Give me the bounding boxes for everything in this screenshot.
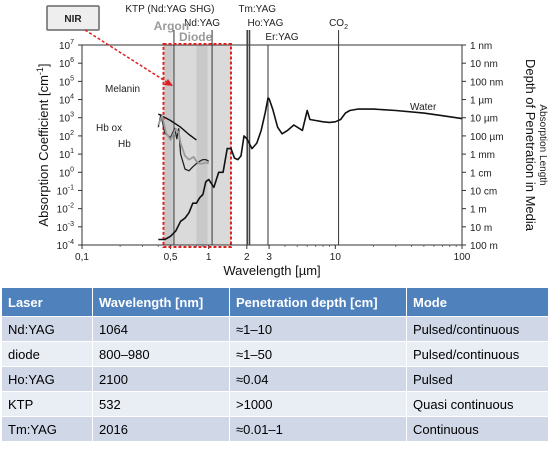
y-right-tick-label: 1 nm: [470, 41, 492, 52]
laser-label-tm-yag: Tm:YAG: [238, 4, 276, 15]
laser-label-ho-yag: Ho:YAG: [248, 18, 284, 29]
col-header-penetration: Penetration depth [cm]: [229, 287, 407, 317]
col-header-laser: Laser: [1, 287, 93, 317]
col-header-mode: Mode: [406, 287, 549, 317]
laser-table: Laser Wavelength [nm] Penetration depth …: [1, 287, 549, 442]
cell-laser: Tm:YAG: [1, 416, 93, 442]
col-header-wavelength: Wavelength [nm]: [92, 287, 230, 317]
table-row: diode 800–980 ≈1–50 Pulsed/continuous: [1, 341, 549, 367]
y-axis-label-right: Depth of Penetration in Media: [523, 59, 538, 232]
cell-mode: Pulsed/continuous: [406, 316, 549, 342]
y-left-tick-label: 102: [59, 130, 74, 143]
band-label-diode: Diode: [179, 30, 213, 44]
y-right-tick-label: 10 m: [470, 223, 492, 234]
y-right-tick-label: 100 nm: [470, 77, 503, 88]
laser-label-nd-yag: Nd:YAG: [184, 18, 220, 29]
y-left-tick-label: 107: [59, 39, 74, 52]
table-header-row: Laser Wavelength [nm] Penetration depth …: [1, 287, 549, 317]
x-tick-label: 10: [330, 252, 342, 263]
cell-wavelength: 1064: [92, 316, 230, 342]
cell-penetration: ≈0.01–1: [229, 416, 407, 442]
cell-mode: Pulsed: [406, 366, 549, 392]
y-left-tick-label: 10-2: [57, 203, 74, 216]
table-row: Tm:YAG 2016 ≈0.01–1 Continuous: [1, 416, 549, 442]
cell-wavelength: 2016: [92, 416, 230, 442]
cell-wavelength: 2100: [92, 366, 230, 392]
y-right-tick-label: 10 cm: [470, 186, 497, 197]
y-right-tick-label: 100 µm: [470, 132, 504, 143]
y-axis-label-left: Absorption Coefficient [cm-1]: [35, 63, 51, 226]
y-left-tick-label: 100: [59, 166, 74, 179]
series-label-melanin: Melanin: [105, 84, 140, 95]
cell-wavelength: 532: [92, 391, 230, 417]
table-row: Ho:YAG 2100 ≈0.04 Pulsed: [1, 366, 549, 392]
cell-penetration: >1000: [229, 391, 407, 417]
nir-callout-label: NIR: [64, 14, 82, 25]
y-right-tick-label: 1 m: [470, 205, 487, 216]
y-left-tick-label: 105: [59, 75, 74, 88]
y-left-tick-label: 103: [59, 112, 74, 125]
laser-label-co: CO2: [329, 18, 348, 31]
band-label-argon: Argon: [154, 19, 189, 33]
y-left-tick-label: 106: [59, 57, 74, 70]
laser-label-ktp-nd-yag-shg-: KTP (Nd:YAG SHG): [125, 4, 214, 15]
y-left-tick-label: 10-4: [57, 239, 74, 252]
band-diode: [196, 45, 208, 245]
y-right-tick-label: 10 nm: [470, 59, 498, 70]
table-row: KTP 532 >1000 Quasi continuous: [1, 391, 549, 417]
y-left-tick-label: 104: [59, 94, 74, 107]
chart-svg: 10710610510410310210110010-110-210-310-4…: [35, 4, 548, 278]
series-water: [158, 97, 463, 241]
nir-callout-connector: [84, 29, 174, 87]
cell-laser: diode: [1, 341, 93, 367]
cell-wavelength: 800–980: [92, 341, 230, 367]
cell-mode: Continuous: [406, 416, 549, 442]
x-tick-label: 0,1: [75, 252, 89, 263]
series-label-hb-ox: Hb ox: [96, 123, 122, 134]
x-tick-label: 100: [454, 252, 471, 263]
nir-callout-box: [46, 5, 100, 31]
x-axis-label: Wavelength [µm]: [223, 263, 320, 278]
y-right-tick-label: 1 µm: [470, 96, 492, 107]
band-argon: [164, 45, 173, 245]
y-axis-sublabel-right: Absorption Length: [537, 104, 548, 185]
y-right-tick-label: 10 µm: [470, 114, 498, 125]
cell-mode: Pulsed/continuous: [406, 341, 549, 367]
series-label-water: Water: [410, 102, 437, 113]
cell-laser: Ho:YAG: [1, 366, 93, 392]
absorption-chart: 107 106 105 104 103 102 101 100 10-1 10-2 10-3 10-4…: [35, 4, 548, 278]
y-left-tick-label: 101: [59, 148, 74, 161]
table-row: Nd:YAG 1064 ≈1–10 Pulsed/continuous: [1, 316, 549, 342]
series-hb: [157, 114, 210, 165]
series-label-hb: Hb: [118, 139, 131, 150]
series-melanin: [157, 113, 197, 141]
x-tick-label: 1: [206, 252, 212, 263]
laser-table-container: Laser Wavelength [nm] Penetration depth …: [0, 287, 550, 442]
y-left-tick-label: 10-1: [57, 184, 74, 197]
y-left-tick-label: 10-3: [57, 221, 74, 234]
cell-laser: Nd:YAG: [1, 316, 93, 342]
x-tick-label: 0,5: [164, 252, 178, 263]
x-tick-label: 3: [266, 252, 272, 263]
cell-penetration: ≈1–10: [229, 316, 407, 342]
laser-label-er-yag: Er:YAG: [265, 32, 298, 43]
x-tick-label: 2: [244, 252, 250, 263]
cell-penetration: ≈0.04: [229, 366, 407, 392]
cell-penetration: ≈1–50: [229, 341, 407, 367]
y-right-tick-label: 100 m: [470, 241, 498, 252]
y-right-tick-label: 1 cm: [470, 168, 492, 179]
nir-callout-arrowhead: [164, 79, 173, 86]
y-right-tick-label: 1 mm: [470, 150, 495, 161]
cell-mode: Quasi continuous: [406, 391, 549, 417]
cell-laser: KTP: [1, 391, 93, 417]
plot-frame: [81, 44, 463, 246]
